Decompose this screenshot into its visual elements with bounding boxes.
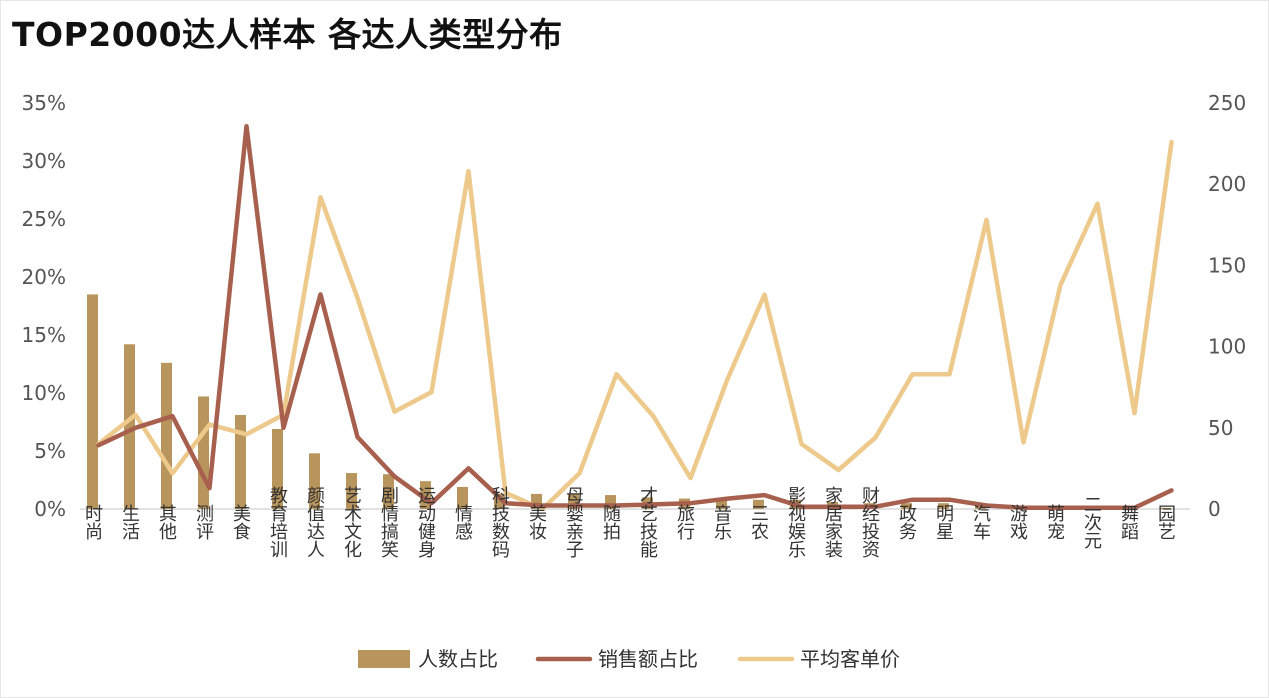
y-right-tick-label: 250	[1208, 91, 1246, 115]
bar-headcount-share	[272, 428, 283, 509]
y-right-tick-label: 200	[1208, 172, 1246, 196]
x-category-label: 美妆	[526, 504, 547, 540]
x-category-label: 教育培训	[267, 486, 288, 558]
x-category-label: 旅行	[674, 504, 695, 540]
x-category-label: 影视娱乐	[785, 486, 806, 558]
bar-headcount-share	[494, 493, 505, 509]
x-category-label: 母婴亲子	[563, 486, 584, 558]
x-category-label: 游戏	[1007, 504, 1028, 540]
line-avg-order-value	[96, 139, 1174, 512]
y-left-tick-label: 0%	[34, 497, 66, 521]
x-category-label: 三农	[748, 504, 769, 540]
bar-headcount-share	[161, 362, 172, 509]
x-category-label: 家居家装	[822, 486, 843, 558]
bar-headcount-share	[1160, 507, 1171, 509]
y-left-tick-label: 15%	[22, 323, 66, 347]
y-left-tick-label: 35%	[22, 91, 66, 115]
bar-headcount-share	[531, 493, 542, 509]
y-right-tick-label: 100	[1208, 335, 1246, 359]
x-category-label: 时尚	[82, 504, 103, 540]
y-left-tick-label: 20%	[22, 265, 66, 289]
bar-headcount-share	[346, 473, 357, 509]
x-category-label: 美食	[230, 504, 251, 540]
bar-headcount-share	[235, 415, 246, 509]
x-category-label: 颜值达人	[304, 486, 325, 558]
x-category-label: 科技数码	[489, 486, 510, 558]
x-category-label: 测评	[193, 504, 214, 540]
x-category-label: 生活	[119, 504, 140, 540]
y-right-tick-label: 50	[1208, 416, 1233, 440]
x-category-label: 其他	[156, 504, 177, 540]
bar-headcount-share	[975, 505, 986, 509]
x-category-label: 才艺技能	[637, 486, 658, 558]
x-category-label: 政务	[896, 504, 917, 540]
y-left-tick-label: 25%	[22, 207, 66, 231]
bar-headcount-share	[198, 396, 209, 509]
line-sales-share	[96, 123, 1174, 511]
bar-headcount-share	[938, 503, 949, 509]
x-category-label: 随拍	[600, 504, 621, 541]
bar-headcount-share	[457, 486, 468, 509]
x-category-label: 汽车	[970, 504, 991, 540]
legend-swatch-headcount	[358, 650, 410, 668]
bar-headcount-share	[87, 294, 98, 509]
y-left-tick-label: 5%	[34, 439, 66, 463]
bar-headcount-share	[901, 503, 912, 509]
bar-headcount-share	[309, 453, 320, 509]
bar-headcount-share	[716, 499, 727, 509]
bar-headcount-share	[420, 481, 431, 509]
x-category-label: 二次元	[1081, 495, 1102, 549]
x-category-label: 园艺	[1155, 504, 1176, 540]
bar-headcount-share	[383, 474, 394, 509]
legend-label-headcount: 人数占比	[418, 647, 498, 671]
x-category-label: 明星	[933, 504, 954, 540]
x-category-label: 财经投资	[859, 486, 880, 558]
x-category-label: 艺术文化	[341, 486, 362, 558]
legend-label-sales: 销售额占比	[598, 647, 698, 671]
y-left-tick-label: 30%	[22, 149, 66, 173]
x-category-label: 情感	[452, 504, 473, 540]
chart-title: TOP2000达人样本 各达人类型分布	[12, 15, 563, 54]
bar-headcount-share	[753, 499, 764, 509]
x-category-label: 萌宠	[1044, 504, 1065, 540]
x-category-label: 音乐	[711, 504, 732, 540]
y-right-tick-label: 150	[1208, 253, 1246, 277]
x-category-label: 运动健身	[415, 486, 436, 558]
bar-headcount-share	[568, 493, 579, 509]
bar-headcount-share	[605, 495, 616, 509]
legend-label-avg-order: 平均客单价	[800, 647, 900, 671]
bar-headcount-share	[124, 344, 135, 509]
x-category-label: 剧情搞笑	[378, 486, 399, 558]
y-left-tick-label: 10%	[22, 381, 66, 405]
y-right-tick-label: 0	[1208, 497, 1221, 521]
x-category-label: 舞蹈	[1118, 504, 1139, 540]
